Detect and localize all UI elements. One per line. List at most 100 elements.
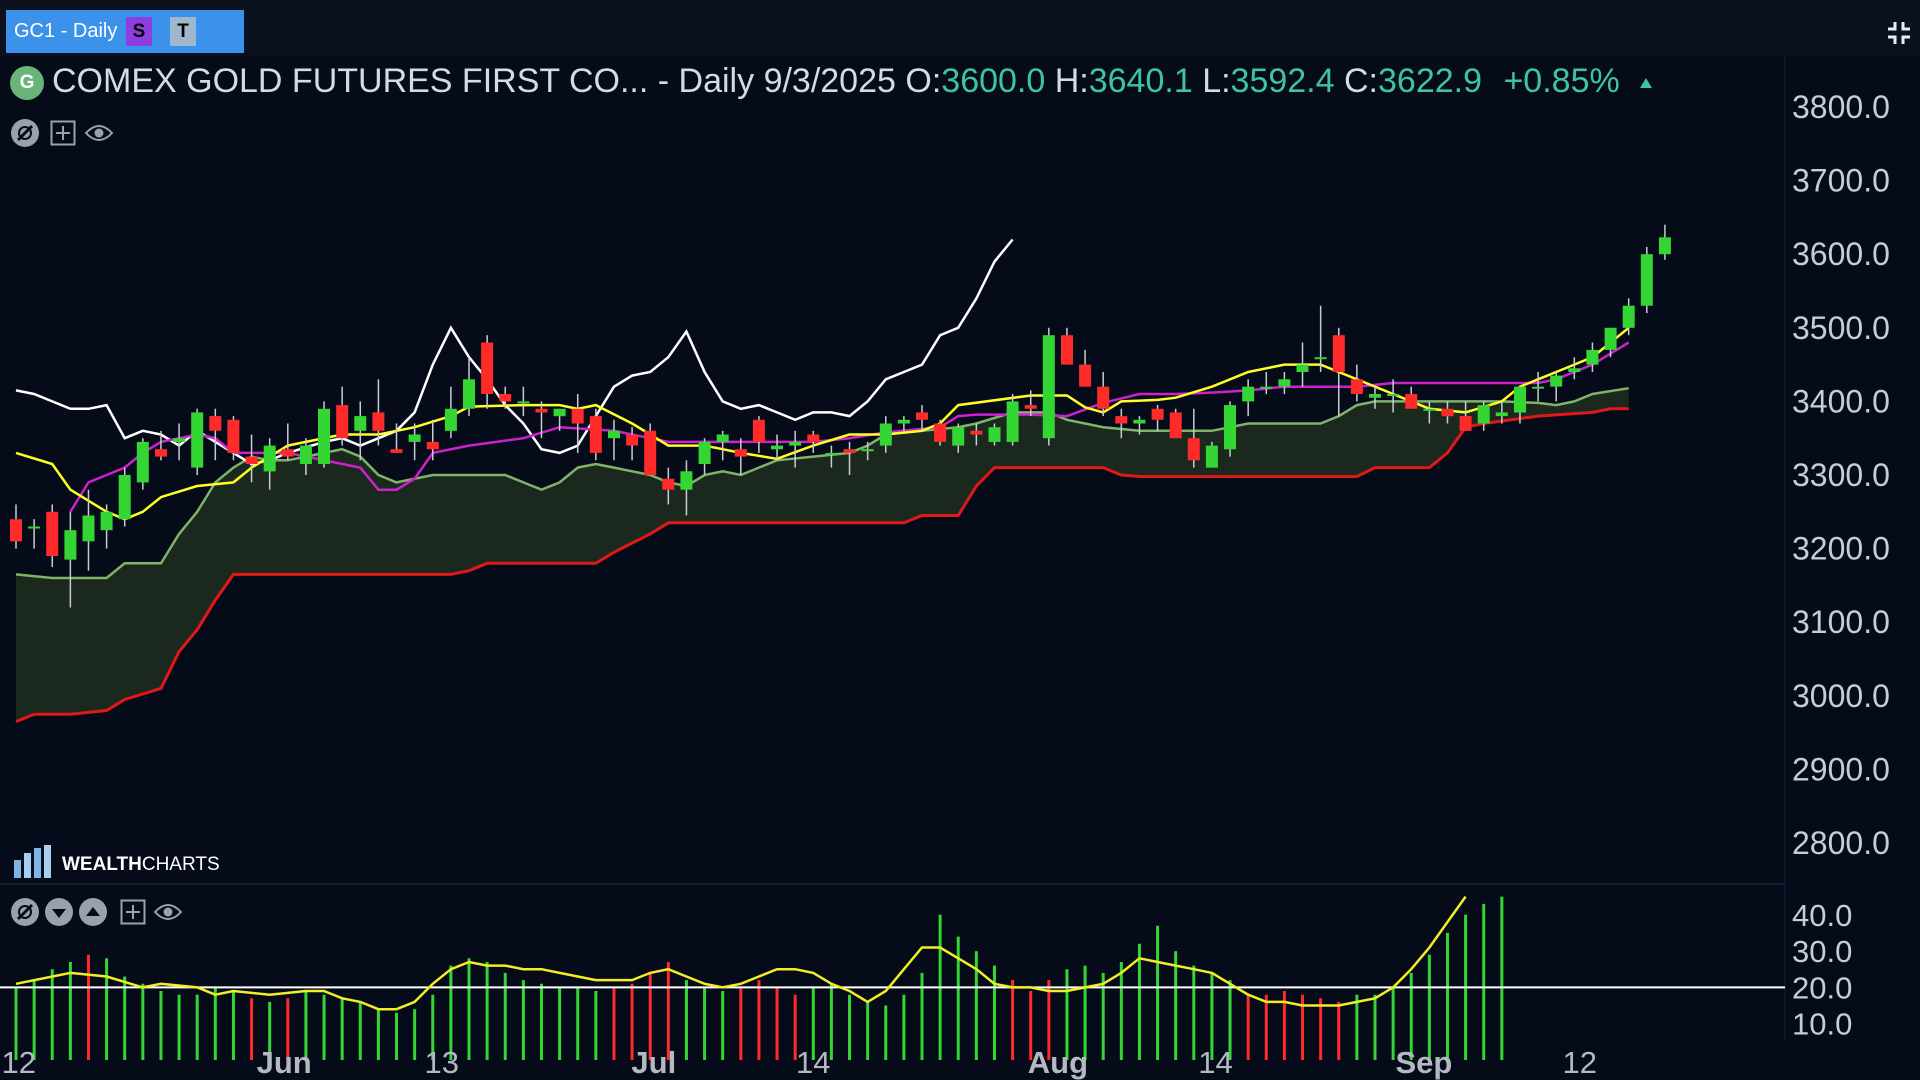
candle-body — [1314, 357, 1327, 360]
candle — [1061, 327, 1073, 365]
candle — [1042, 327, 1055, 446]
candle-body — [1477, 405, 1490, 424]
candle-body — [481, 342, 494, 394]
candle-body — [390, 449, 403, 453]
candle-body — [626, 434, 639, 446]
candle-body — [553, 408, 566, 417]
candle — [227, 416, 240, 461]
candle — [1640, 246, 1653, 314]
badge-t[interactable]: T — [170, 17, 196, 46]
chart-tab[interactable]: GC1 - Daily S T — [6, 10, 244, 53]
candle-body — [1296, 364, 1309, 372]
price-tick-label: 2900.0 — [1792, 751, 1890, 787]
collapse-icon[interactable] — [1886, 20, 1912, 46]
x-tick-label: 14 — [1198, 1045, 1232, 1080]
price-legend: G COMEX GOLD FUTURES FIRST CO... - Daily … — [10, 62, 1653, 102]
candle-body — [988, 427, 1001, 442]
candle-body — [1332, 335, 1345, 372]
candle — [1405, 386, 1418, 409]
candle — [372, 379, 385, 446]
candle-body — [789, 441, 802, 446]
candle — [426, 419, 439, 461]
candle — [1224, 401, 1236, 457]
candle — [1006, 394, 1019, 446]
candle-body — [1224, 405, 1236, 450]
candle — [1169, 408, 1182, 439]
eye-icon[interactable] — [153, 901, 183, 923]
candle — [1441, 401, 1454, 424]
candle — [64, 511, 77, 608]
candle-body — [1242, 386, 1255, 402]
candle-body — [191, 412, 204, 468]
candle — [517, 386, 530, 417]
candle — [807, 430, 820, 453]
candle — [1550, 371, 1563, 402]
candle-body — [209, 416, 222, 431]
candle — [1296, 342, 1309, 387]
candle — [752, 416, 765, 453]
candle — [1423, 401, 1436, 424]
candle-body — [825, 452, 838, 455]
candle — [1278, 371, 1291, 395]
hide-icon[interactable] — [10, 118, 40, 148]
x-tick-label: Jul — [631, 1045, 676, 1080]
candle-body — [100, 511, 113, 531]
chart-tab-label: GC1 - Daily — [14, 20, 118, 42]
eye-icon[interactable] — [84, 122, 114, 144]
candle-body — [1097, 386, 1110, 409]
candle-body — [1169, 412, 1182, 439]
candle-body — [680, 471, 693, 490]
candle-body — [426, 441, 439, 450]
price-tick-label: 3700.0 — [1792, 163, 1890, 199]
candle-body — [1205, 445, 1218, 468]
candle-body — [934, 423, 947, 442]
ichimoku-cloud — [16, 388, 1629, 722]
candle-body — [281, 449, 294, 457]
candle-body — [444, 408, 457, 431]
candle — [46, 504, 59, 567]
candle-body — [46, 511, 59, 556]
arrow-down-icon[interactable] — [44, 897, 74, 927]
candle — [336, 386, 349, 446]
candle-body — [1061, 335, 1073, 365]
candle — [209, 408, 222, 461]
candle-body — [263, 445, 276, 472]
candle-body — [535, 408, 548, 413]
candle-body — [698, 441, 711, 464]
candle-body — [517, 401, 530, 404]
candle-body — [1405, 394, 1418, 409]
badge-s[interactable]: S — [126, 17, 152, 46]
candle — [1097, 371, 1110, 417]
candle-body — [1024, 405, 1037, 409]
candle — [408, 423, 421, 461]
candle-body — [897, 419, 910, 424]
add-icon[interactable] — [50, 120, 76, 146]
x-tick-label: Sep — [1395, 1045, 1452, 1080]
candle — [861, 441, 874, 461]
candle — [82, 489, 95, 571]
candle-body — [1586, 349, 1599, 365]
candle-body — [771, 445, 783, 450]
price-tick-label: 3800.0 — [1792, 89, 1890, 125]
candle-body — [227, 419, 240, 453]
candle-body — [318, 408, 330, 464]
hide-icon[interactable] — [10, 897, 40, 927]
price-tick-label: 3200.0 — [1792, 531, 1890, 567]
candle — [1151, 405, 1164, 431]
candle — [191, 408, 204, 475]
price-tick-label: 3100.0 — [1792, 604, 1890, 640]
candle — [10, 504, 22, 549]
candle — [263, 438, 276, 490]
price-tick-label: 3300.0 — [1792, 457, 1890, 493]
candle — [390, 423, 403, 453]
candle — [916, 405, 928, 431]
add-icon[interactable] — [120, 899, 146, 925]
sub-tick-label: 10.0 — [1792, 1007, 1852, 1042]
arrow-up-icon[interactable] — [78, 897, 108, 927]
candle-body — [1568, 368, 1581, 372]
candle-body — [1133, 419, 1146, 424]
price-tick-label: 3400.0 — [1792, 383, 1890, 419]
candle — [1187, 408, 1200, 468]
price-tick-label: 2800.0 — [1792, 825, 1890, 861]
